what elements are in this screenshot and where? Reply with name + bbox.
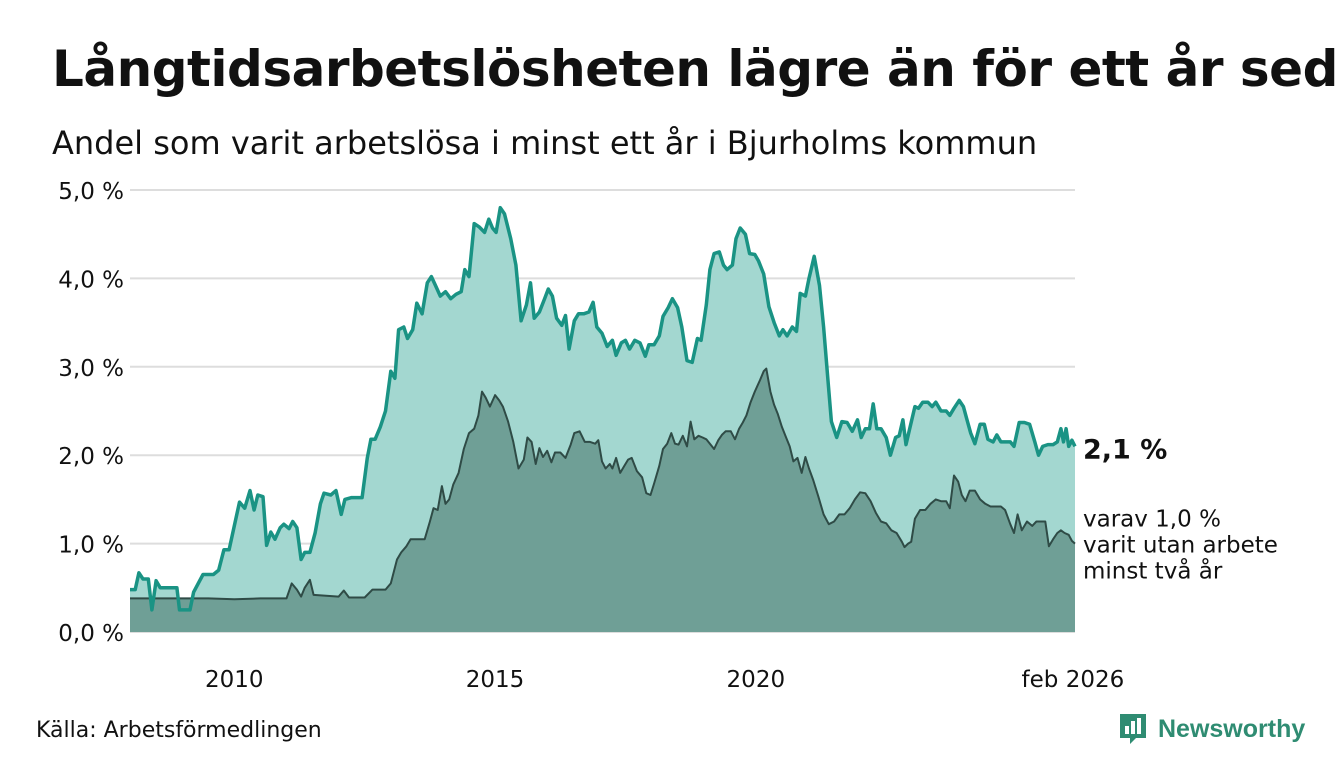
y-tick-label: 1,0 %: [58, 533, 124, 559]
chart-title: Långtidsarbetslösheten lägre än för ett …: [52, 40, 1340, 98]
series-line-minst-tva-ar: [130, 367, 1076, 601]
end-label-sub-line: minst två år: [1083, 557, 1223, 585]
y-tick-label: 5,0 %: [58, 179, 124, 205]
y-tick-label: 0,0 %: [58, 621, 124, 647]
end-label-sub-line: varit utan arbete: [1083, 533, 1278, 559]
x-tick-label: feb 2026: [1022, 667, 1125, 693]
end-label-total: 2,1 %: [1083, 434, 1167, 465]
series-line-minst-ett-ar: [130, 205, 1077, 612]
brand-logo[interactable]: Newsworthy: [1118, 712, 1305, 746]
axis-layer: 0,0 % 1,0 % 2,0 % 3,0 % 4,0 % 5,0 % 2010 2015 20…: [58, 179, 1124, 693]
y-tick-label: 2,0 %: [58, 444, 124, 470]
series-area-minst-tva-ar: [130, 368, 1075, 632]
end-label-sub-line: varav 1,0 %: [1083, 507, 1221, 533]
y-tick-label: 4,0 %: [58, 267, 124, 293]
chart-subtitle: Andel som varit arbetslösa i minst ett å…: [52, 124, 1038, 162]
newsworthy-logo-icon: [1120, 714, 1146, 744]
area-layer: [130, 205, 1077, 632]
x-tick-label: 2020: [727, 667, 786, 693]
x-tick-label: 2010: [205, 667, 264, 693]
source-note: Källa: Arbetsförmedlingen: [36, 718, 322, 743]
y-tick-label: 3,0 %: [58, 356, 124, 382]
brand-name: Newsworthy: [1158, 714, 1306, 743]
x-tick-label: 2015: [466, 667, 525, 693]
